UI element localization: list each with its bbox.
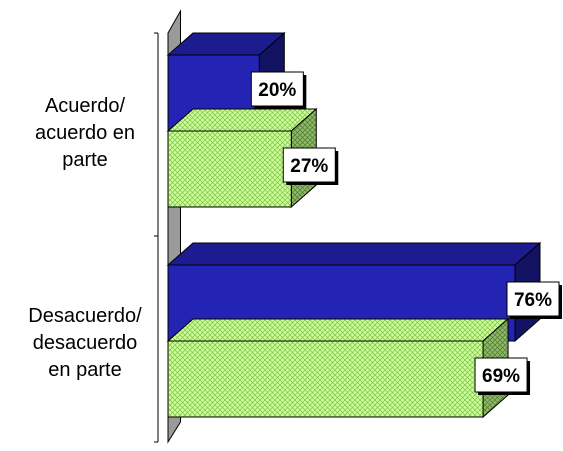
category-label: acuerdo en (35, 122, 135, 144)
labels-layer: Acuerdo/acuerdo en parte Desacuerdo/desacu… (28, 71, 562, 395)
category-label: desacuerdo (33, 332, 138, 354)
data-label-box (250, 71, 304, 107)
data-label: 27% (290, 156, 328, 177)
bar-top-face (166, 242, 542, 266)
data-label: 69% (482, 366, 520, 387)
data-label-box (474, 357, 528, 393)
bar-top-face (166, 318, 510, 342)
data-label: 20% (258, 80, 296, 101)
bar-top-face (166, 108, 318, 132)
category-label: parte (62, 149, 108, 171)
category-label: Acuerdo/ (45, 95, 125, 117)
category-label: Desacuerdo/ (28, 305, 142, 327)
data-label: 76% (514, 290, 552, 311)
data-label-box (282, 147, 336, 183)
bars-layer (166, 31, 542, 419)
data-label-box (506, 281, 560, 317)
bar (167, 130, 292, 208)
category-label: en parte (48, 359, 121, 381)
bar (167, 340, 484, 418)
